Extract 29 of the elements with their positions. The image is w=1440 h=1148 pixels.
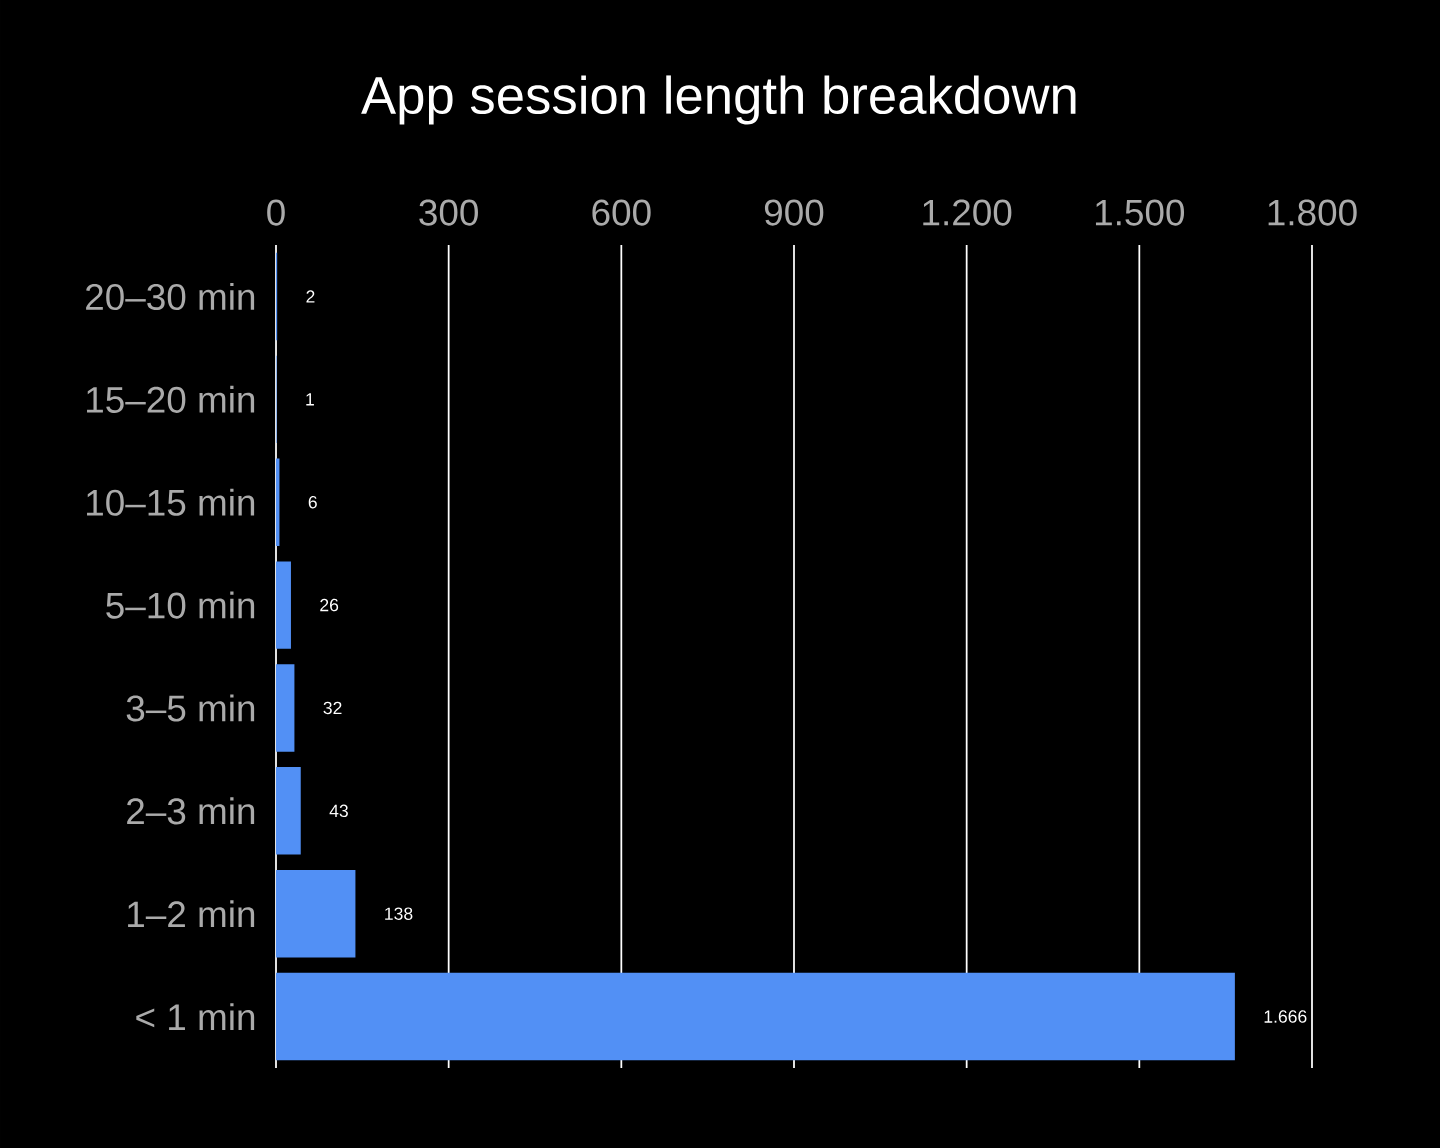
bar [276, 561, 291, 649]
y-tick-label: 2–3 min [127, 797, 255, 825]
x-tick-label: 1.500 [1095, 199, 1185, 226]
x-tick-label: 900 [764, 199, 824, 226]
data-label: 32 [323, 701, 342, 715]
bar [276, 767, 301, 855]
bar [276, 972, 1235, 1061]
data-label: 1 [306, 393, 314, 406]
bar [276, 869, 356, 958]
x-tick-label: 0 [267, 199, 285, 226]
x-tick-label: 300 [419, 199, 478, 226]
data-label: 138 [385, 907, 413, 920]
y-tick-label: 1–2 min [128, 900, 255, 928]
y-tick-label: 20–30 min [86, 282, 255, 311]
y-tick-label: 3–5 min [126, 694, 255, 722]
x-tick-label: 1.800 [1268, 199, 1357, 226]
chart-title: App session length breakdown [361, 75, 1076, 125]
y-tick-label: 10–15 min [87, 488, 255, 516]
y-tick-label: 5–10 min [106, 591, 255, 619]
data-label: 6 [308, 495, 317, 509]
x-tick-label: 600 [592, 199, 651, 226]
data-label: 2 [306, 290, 315, 303]
data-label: 1.666 [1264, 1010, 1307, 1023]
data-label: 26 [320, 598, 339, 612]
x-tick-label: 1.200 [923, 199, 1012, 226]
y-tick-label: < 1 min [136, 1003, 255, 1030]
bar [276, 664, 295, 752]
data-label: 43 [329, 804, 348, 818]
y-tick-label: 15–20 min [87, 385, 255, 413]
